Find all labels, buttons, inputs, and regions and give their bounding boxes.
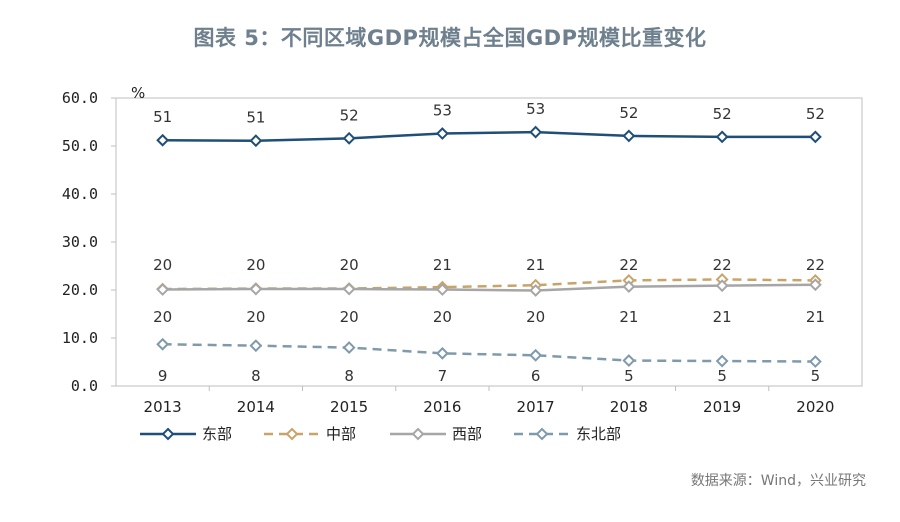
series-0-data-label: 52 [713, 105, 732, 123]
series-2-point [435, 283, 449, 296]
series-0-point [529, 125, 543, 139]
y-tick-label: 0.0 [71, 377, 98, 395]
x-tick-label: 2018 [610, 398, 648, 416]
series-3-data-label: 6 [531, 367, 541, 385]
series-0-data-label: 52 [619, 104, 638, 122]
series-3-point [529, 348, 543, 362]
series-0-point [435, 127, 449, 140]
series-3-point [249, 339, 263, 353]
series-2-data-label: 21 [713, 308, 732, 326]
series-0-data-label: 53 [526, 100, 545, 118]
series-2-data-label: 20 [246, 308, 265, 326]
series-0-data-label: 53 [433, 102, 452, 120]
series-3-data-label: 5 [811, 367, 821, 385]
source-note: 数据来源：Wind，兴业研究 [690, 473, 866, 489]
series-1-data-label: 20 [340, 256, 359, 274]
series-3-point [435, 346, 449, 360]
series-1-data-label: 20 [246, 256, 265, 274]
series-2-point [808, 278, 822, 292]
legend-label-2: 西部 [452, 425, 482, 443]
series-3-data-label: 8 [344, 367, 354, 385]
y-unit-label: % [131, 84, 145, 102]
x-tick-label: 2019 [703, 398, 741, 416]
legend-marker-3 [535, 427, 549, 441]
series-2-point [249, 282, 263, 296]
series-2-data-label: 20 [433, 308, 452, 326]
series-3-data-label: 7 [438, 367, 448, 385]
series-2-point [715, 279, 729, 293]
series-2-point [622, 280, 636, 294]
series-2-data-label: 20 [153, 308, 172, 326]
series-0-data-label: 51 [153, 108, 172, 126]
series-3-data-label: 5 [717, 367, 727, 385]
legend-label-1: 中部 [326, 425, 356, 443]
series-1-data-label: 21 [433, 256, 452, 274]
series-3-data-label: 8 [251, 367, 261, 385]
series-0-point [342, 131, 356, 145]
legend-marker-1 [285, 427, 299, 441]
series-0-point [156, 133, 170, 147]
series-line-2 [162, 283, 816, 292]
series-2-data-label: 21 [619, 308, 638, 326]
x-tick-label: 2016 [423, 398, 461, 416]
x-tick-label: 2013 [144, 398, 182, 416]
y-tick-label: 20.0 [62, 281, 98, 299]
y-tick-label: 50.0 [62, 137, 98, 155]
series-3-point [808, 355, 822, 368]
series-0-point [249, 134, 263, 148]
legend-marker-0 [161, 427, 175, 441]
series-1-data-label: 20 [153, 256, 172, 274]
series-3-point [715, 354, 729, 368]
series-1-data-label: 22 [806, 256, 825, 274]
series-1-data-label: 21 [526, 256, 545, 274]
series-0-point [622, 129, 636, 143]
series-1-data-label: 22 [713, 256, 732, 274]
series-line-3 [162, 342, 816, 363]
series-2-data-label: 21 [806, 308, 825, 326]
y-tick-label: 30.0 [62, 233, 98, 251]
y-tick-label: 10.0 [62, 329, 98, 347]
chart-title: 图表 5：不同区域GDP规模占全国GDP规模比重变化 [193, 26, 707, 50]
x-tick-label: 2015 [330, 398, 368, 416]
legend-label-3: 东北部 [576, 425, 621, 443]
series-3-point [342, 341, 356, 355]
legend-label-0: 东部 [202, 425, 232, 443]
x-tick-label: 2020 [796, 398, 834, 416]
series-3-data-label: 9 [158, 367, 168, 385]
series-0-data-label: 52 [340, 106, 359, 124]
x-tick-label: 2014 [237, 398, 275, 416]
series-1-data-label: 22 [619, 256, 638, 274]
series-0-data-label: 52 [806, 105, 825, 123]
y-tick-label: 40.0 [62, 185, 98, 203]
series-0-point [715, 130, 729, 144]
series-3-point [622, 354, 636, 367]
series-0-data-label: 51 [246, 109, 265, 127]
series-0-point [808, 130, 822, 144]
series-2-data-label: 20 [340, 308, 359, 326]
series-2-data-label: 20 [526, 308, 545, 326]
legend-marker-2 [411, 427, 425, 441]
x-tick-label: 2017 [517, 398, 555, 416]
series-line-0 [162, 130, 816, 142]
series-3-point [156, 337, 170, 351]
series-2-point [529, 284, 543, 297]
series-2-point [156, 283, 170, 296]
series-2-point [342, 282, 356, 296]
y-tick-label: 60.0 [62, 89, 98, 107]
series-3-data-label: 5 [624, 367, 634, 385]
